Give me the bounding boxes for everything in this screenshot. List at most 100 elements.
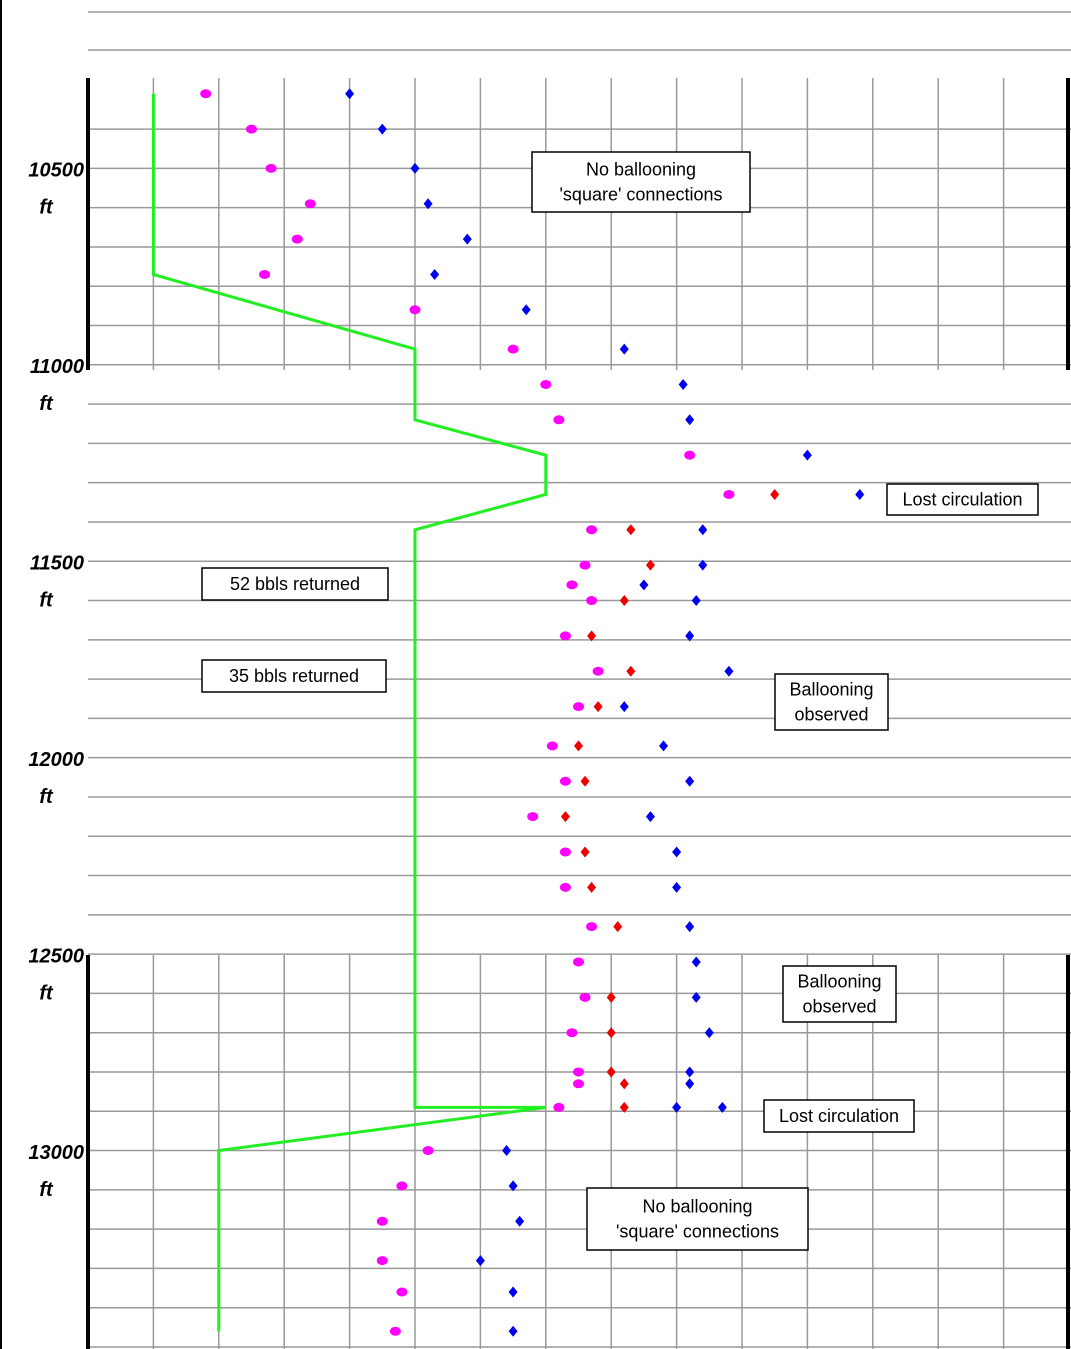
point bbox=[587, 630, 597, 642]
depth-line bbox=[151, 93, 548, 1332]
annotation-text: 'square' connections bbox=[616, 1221, 779, 1241]
annotation-text: No ballooning bbox=[642, 1196, 752, 1216]
point bbox=[573, 702, 584, 712]
annotation-text: 'square' connections bbox=[560, 184, 723, 204]
y-unit-label: ft bbox=[39, 590, 54, 612]
annotations: No ballooning 'square' connections Lost ci… bbox=[201, 151, 1039, 1251]
point bbox=[259, 269, 271, 279]
point bbox=[508, 1286, 518, 1298]
point bbox=[685, 1078, 695, 1090]
point bbox=[685, 414, 695, 426]
point bbox=[672, 846, 682, 858]
point bbox=[593, 701, 603, 713]
point bbox=[698, 524, 708, 536]
annotation-box bbox=[531, 151, 751, 213]
y-unit-label: ft bbox=[39, 393, 54, 415]
point bbox=[685, 630, 695, 642]
point bbox=[409, 305, 421, 315]
y-tick-label: 13000 bbox=[28, 1142, 84, 1164]
point bbox=[685, 921, 695, 933]
point bbox=[246, 124, 257, 134]
point bbox=[685, 1066, 695, 1078]
y-tick-label: 11500 bbox=[30, 553, 84, 575]
point bbox=[389, 1326, 401, 1336]
point bbox=[304, 199, 316, 209]
point bbox=[704, 1027, 714, 1039]
y-tick-label: 10500 bbox=[28, 160, 84, 182]
annotation-text: Ballooning bbox=[789, 679, 873, 699]
point bbox=[802, 449, 812, 461]
point bbox=[717, 1101, 727, 1113]
point bbox=[475, 1255, 485, 1267]
annotation-text: Ballooning bbox=[797, 971, 881, 991]
point bbox=[540, 379, 552, 389]
y-tick-label: 12500 bbox=[28, 945, 84, 967]
point bbox=[559, 847, 571, 857]
point bbox=[592, 666, 604, 676]
point bbox=[855, 488, 865, 500]
point bbox=[508, 1325, 518, 1337]
annotation-box bbox=[201, 659, 387, 693]
annotation-text: 35 bbls returned bbox=[229, 666, 359, 686]
y-unit-label: ft bbox=[39, 197, 54, 219]
point bbox=[724, 665, 734, 677]
point bbox=[527, 812, 539, 822]
point bbox=[645, 559, 655, 571]
point bbox=[626, 665, 636, 677]
point bbox=[507, 344, 519, 354]
y-unit-label: ft bbox=[39, 786, 54, 808]
point bbox=[579, 992, 591, 1002]
annotation-text: observed bbox=[794, 704, 868, 724]
point bbox=[559, 776, 571, 786]
point bbox=[606, 991, 616, 1003]
point bbox=[502, 1145, 512, 1157]
y-tick-label: 11000 bbox=[30, 356, 84, 378]
point bbox=[691, 956, 701, 968]
point bbox=[619, 701, 629, 713]
point bbox=[546, 741, 558, 751]
point bbox=[691, 595, 701, 607]
point bbox=[566, 1028, 578, 1038]
plot bbox=[151, 88, 865, 1337]
point bbox=[200, 89, 212, 99]
point bbox=[291, 234, 303, 244]
point bbox=[573, 1067, 584, 1077]
point bbox=[606, 1066, 616, 1078]
annotation-text: Lost circulation bbox=[902, 489, 1022, 509]
point bbox=[559, 882, 571, 892]
point bbox=[410, 162, 420, 174]
y-unit-label: ft bbox=[39, 1179, 54, 1201]
point bbox=[579, 560, 591, 570]
point bbox=[586, 525, 598, 535]
point bbox=[606, 1027, 616, 1039]
point bbox=[770, 488, 780, 500]
point bbox=[672, 1101, 682, 1113]
point bbox=[573, 1079, 584, 1089]
point bbox=[587, 881, 597, 893]
point bbox=[626, 524, 636, 536]
point bbox=[691, 991, 701, 1003]
point bbox=[423, 198, 433, 210]
annotation-box bbox=[763, 1099, 915, 1133]
annotation-text: No ballooning bbox=[586, 159, 696, 179]
point bbox=[396, 1181, 408, 1191]
point bbox=[672, 881, 682, 893]
y-tick-label: 12000 bbox=[28, 749, 84, 771]
annotation-text: 52 bbls returned bbox=[230, 574, 360, 594]
point bbox=[619, 1101, 629, 1113]
annotation-text: observed bbox=[802, 996, 876, 1016]
point bbox=[645, 811, 655, 823]
annotation-box bbox=[586, 1187, 809, 1251]
point bbox=[430, 268, 440, 280]
grid: 10500 ft 11000 ft 11500 ft 12000 ft 12500 ft 13000… bbox=[28, 78, 1071, 1349]
point bbox=[462, 233, 472, 245]
point bbox=[723, 489, 735, 499]
point bbox=[422, 1146, 434, 1156]
point bbox=[377, 123, 387, 135]
point bbox=[574, 740, 583, 752]
point bbox=[396, 1287, 408, 1297]
point bbox=[639, 579, 649, 591]
point bbox=[573, 957, 584, 967]
point bbox=[560, 811, 570, 823]
